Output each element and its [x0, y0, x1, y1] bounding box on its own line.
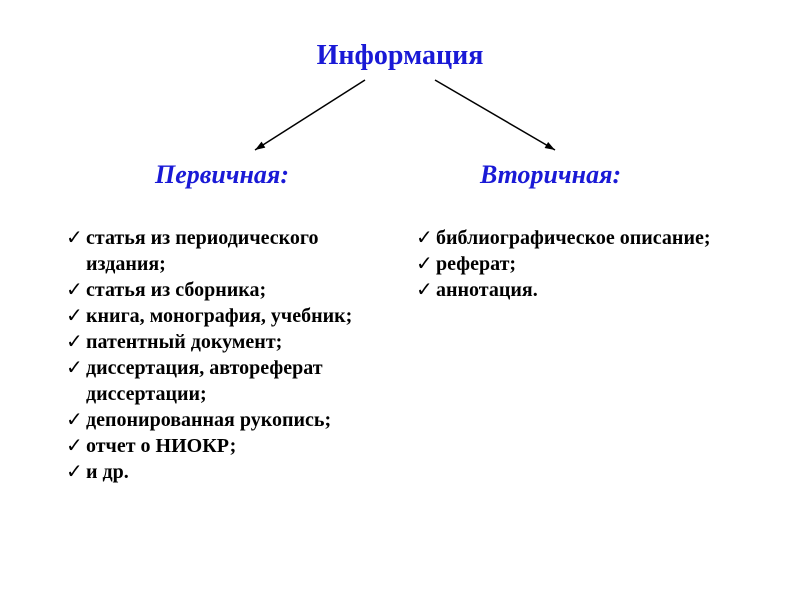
root-title: Информация	[317, 40, 484, 72]
list-right: библиографическое описание;реферат;аннот…	[410, 225, 750, 303]
list-left: статья из периодического издания;статья …	[60, 225, 380, 485]
branch-left-title: Первичная:	[155, 160, 289, 190]
list-item: патентный документ;	[60, 329, 380, 355]
list-item: статья из сборника;	[60, 277, 380, 303]
branch-right-title: Вторичная:	[480, 160, 621, 190]
list-item: библиографическое описание;	[410, 225, 750, 251]
list-item: отчет о НИОКР;	[60, 433, 380, 459]
list-item: диссертация, автореферат диссертации;	[60, 355, 380, 407]
list-item: книга, монография, учебник;	[60, 303, 380, 329]
list-item: депонированная рукопись;	[60, 407, 380, 433]
list-item: статья из периодического издания;	[60, 225, 380, 277]
list-item: аннотация.	[410, 277, 750, 303]
list-item: и др.	[60, 459, 380, 485]
list-item: реферат;	[410, 251, 750, 277]
